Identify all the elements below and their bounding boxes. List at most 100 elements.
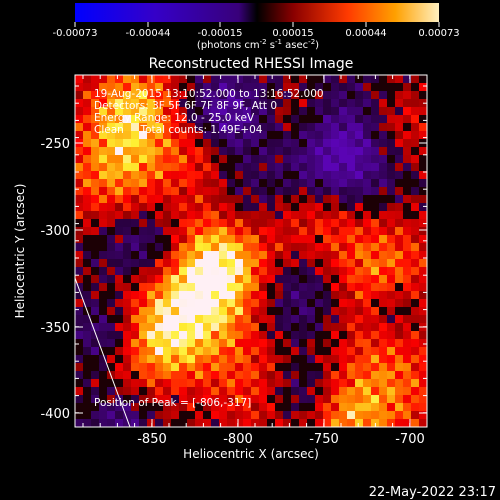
image-pixel <box>243 107 252 116</box>
image-pixel <box>355 123 364 132</box>
image-pixel <box>235 419 244 427</box>
image-pixel <box>307 315 316 324</box>
image-pixel <box>379 371 388 380</box>
image-pixel <box>75 147 84 156</box>
image-pixel <box>347 227 356 236</box>
image-pixel <box>195 187 204 196</box>
image-pixel <box>331 347 340 356</box>
image-pixel <box>363 267 372 276</box>
image-pixel <box>275 395 284 404</box>
image-pixel <box>283 235 292 244</box>
image-pixel <box>275 83 284 92</box>
image-pixel <box>323 83 332 92</box>
image-pixel <box>251 115 260 124</box>
image-pixel <box>347 219 356 228</box>
image-pixel <box>139 419 148 427</box>
image-pixel <box>123 331 132 340</box>
image-pixel <box>411 339 420 348</box>
image-pixel <box>99 307 108 316</box>
image-pixel <box>379 299 388 308</box>
image-pixel <box>395 203 404 212</box>
image-pixel <box>371 371 380 380</box>
image-pixel <box>91 339 100 348</box>
image-pixel <box>91 179 100 188</box>
image-pixel <box>339 307 348 316</box>
image-pixel <box>171 275 180 284</box>
image-pixel <box>147 283 156 292</box>
image-pixel <box>203 323 212 332</box>
image-pixel <box>163 131 172 140</box>
image-pixel <box>419 395 427 404</box>
image-pixel <box>91 211 100 220</box>
image-pixel <box>195 179 204 188</box>
image-pixel <box>347 275 356 284</box>
image-pixel <box>99 379 108 388</box>
image-pixel <box>91 243 100 252</box>
image-pixel <box>107 171 116 180</box>
image-pixel <box>179 363 188 372</box>
image-pixel <box>211 371 220 380</box>
image-pixel <box>99 291 108 300</box>
image-pixel <box>203 91 212 100</box>
image-pixel <box>299 99 308 108</box>
image-pixel <box>315 363 324 372</box>
image-pixel <box>299 227 308 236</box>
image-pixel <box>243 235 252 244</box>
image-pixel <box>395 267 404 276</box>
image-pixel <box>155 379 164 388</box>
image-pixel <box>291 147 300 156</box>
image-pixel <box>347 211 356 220</box>
image-pixel <box>275 387 284 396</box>
image-pixel <box>323 275 332 284</box>
image-pixel <box>139 75 148 84</box>
image-pixel <box>411 403 420 412</box>
image-pixel <box>75 219 84 228</box>
image-pixel <box>219 139 228 148</box>
image-pixel <box>363 339 372 348</box>
image-pixel <box>91 139 100 148</box>
image-pixel <box>227 243 236 252</box>
image-pixel <box>187 347 196 356</box>
image-pixel <box>115 299 124 308</box>
image-pixel <box>387 91 396 100</box>
image-pixel <box>403 291 412 300</box>
image-pixel <box>219 83 228 92</box>
image-pixel <box>243 275 252 284</box>
image-pixel <box>355 395 364 404</box>
image-pixel <box>131 211 140 220</box>
image-pixel <box>291 203 300 212</box>
image-pixel <box>235 347 244 356</box>
image-pixel <box>155 403 164 412</box>
image-pixel <box>163 395 172 404</box>
image-pixel <box>115 147 124 156</box>
image-pixel <box>387 99 396 108</box>
image-pixel <box>131 403 140 412</box>
image-pixel <box>339 411 348 420</box>
image-pixel <box>243 371 252 380</box>
image-pixel <box>107 163 116 172</box>
image-pixel <box>163 163 172 172</box>
image-pixel <box>75 187 84 196</box>
image-pixel <box>139 155 148 164</box>
image-pixel <box>267 187 276 196</box>
image-pixel <box>235 219 244 228</box>
image-pixel <box>155 131 164 140</box>
image-pixel <box>155 83 164 92</box>
image-pixel <box>99 219 108 228</box>
image-pixel <box>131 379 140 388</box>
image-pixel <box>291 347 300 356</box>
image-pixel <box>99 339 108 348</box>
image-pixel <box>411 291 420 300</box>
image-pixel <box>83 219 92 228</box>
image-pixel <box>91 283 100 292</box>
image-pixel <box>187 227 196 236</box>
image-pixel <box>403 339 412 348</box>
image-pixel <box>163 339 172 348</box>
image-pixel <box>219 267 228 276</box>
image-pixel <box>363 403 372 412</box>
image-pixel <box>91 275 100 284</box>
image-pixel <box>195 339 204 348</box>
image-pixel <box>419 259 427 268</box>
image-pixel <box>291 339 300 348</box>
image-pixel <box>395 307 404 316</box>
